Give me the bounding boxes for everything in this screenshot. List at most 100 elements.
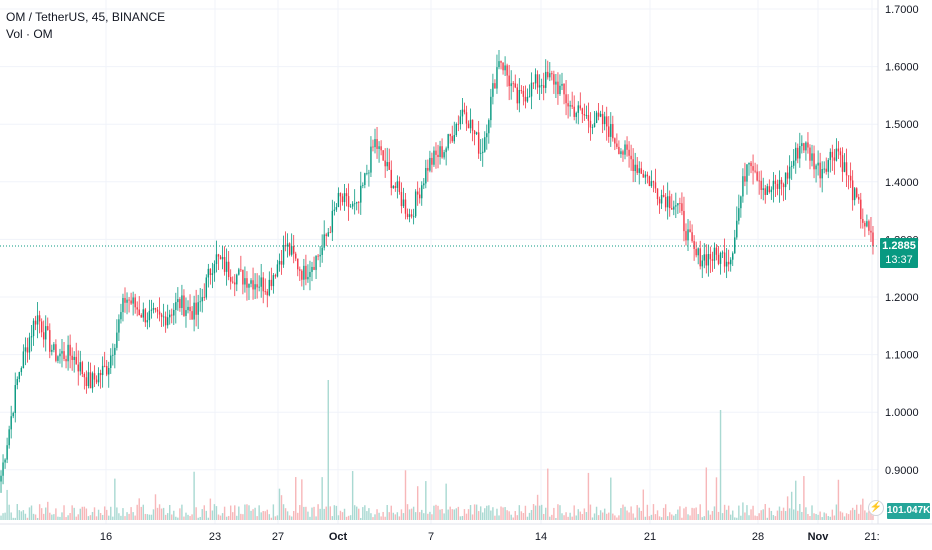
candle-body (508, 75, 510, 87)
candle-body (729, 259, 732, 265)
candle-body (89, 372, 92, 389)
volume-bar (61, 512, 63, 520)
candle-body (469, 119, 472, 129)
candle-body (447, 134, 449, 149)
candle-body (32, 320, 35, 337)
candle-body (130, 300, 132, 304)
candle-body (488, 120, 490, 134)
candle-body (335, 207, 338, 210)
volume-bar (746, 505, 748, 520)
volume-bar (122, 508, 124, 520)
candle-body (20, 368, 23, 373)
candle-body (648, 176, 651, 187)
candle-body (821, 169, 823, 179)
candle-body (518, 89, 521, 104)
volume-bar (593, 513, 596, 520)
volume-bar (437, 505, 439, 520)
candle-body (331, 210, 334, 233)
volume-bar (494, 515, 496, 520)
candle-body (2, 462, 4, 476)
volume-bar (382, 511, 384, 520)
candle-body (26, 347, 29, 353)
candle-body (683, 210, 685, 232)
volume-bar (807, 513, 809, 520)
volume-bar (227, 515, 230, 520)
volume-bar (526, 516, 529, 520)
volume-bar (197, 517, 199, 520)
candle-body (479, 152, 482, 154)
candle-body (742, 176, 744, 197)
candle-body (711, 259, 714, 261)
candle-body (835, 148, 838, 161)
candle-body (443, 152, 445, 158)
volume-bar (811, 505, 813, 520)
volume-bar (563, 515, 565, 520)
volume-bar (258, 505, 260, 520)
volume-bar (372, 517, 374, 520)
candle-body (717, 254, 720, 264)
time-tick-label: 27 (272, 531, 284, 543)
volume-bar (868, 510, 870, 520)
candle-body (555, 81, 557, 85)
candle-body (744, 176, 746, 182)
volume-bar (75, 516, 77, 520)
candle-body (75, 356, 77, 365)
volume-bar (229, 505, 232, 520)
volume-bar (559, 505, 561, 520)
candle-body (862, 219, 864, 223)
candle-body (610, 124, 612, 137)
symbol-title[interactable]: OM / TetherUS, 45, BINANCE (6, 10, 166, 24)
candle-body (486, 133, 488, 138)
volume-bar (47, 501, 49, 520)
volume-bar (362, 507, 364, 520)
price-tick-label: 1.5000 (885, 119, 919, 131)
volume-bar (301, 479, 303, 520)
volume-bar (532, 504, 535, 520)
candle-body (795, 147, 797, 161)
volume-bar (492, 507, 494, 520)
volume-bar (240, 513, 242, 520)
candle-body (364, 173, 366, 185)
candle-body (349, 206, 352, 208)
volume-bar (713, 506, 716, 520)
candle-body (719, 253, 722, 264)
volume-bar (288, 515, 291, 520)
volume-bar (465, 513, 468, 520)
volume-bar (187, 514, 189, 520)
lightning-icon[interactable]: ⚡ (868, 500, 884, 516)
volume-indicator-label[interactable]: Vol · OM (6, 27, 53, 41)
volume-bar (851, 507, 854, 520)
candle-body (307, 276, 309, 280)
candle-body (872, 232, 874, 247)
candle-body (646, 174, 649, 177)
volume-bar (28, 507, 31, 520)
volume-bar (150, 514, 153, 520)
volume-bar (36, 517, 39, 520)
volume-bar (325, 506, 327, 520)
candle-body (756, 171, 758, 181)
candle-body (45, 326, 47, 340)
volume-bar (648, 516, 651, 520)
volume-bar (408, 509, 411, 520)
candle-body (266, 291, 268, 296)
candle-body (593, 122, 596, 128)
volume-bar (729, 514, 732, 520)
candle-body (723, 252, 726, 267)
volume-bar (644, 516, 647, 520)
volume-bar (738, 505, 740, 520)
candle-body (813, 153, 815, 170)
candle-body (179, 299, 181, 309)
volume-bar (118, 513, 120, 520)
volume-bar (549, 516, 551, 520)
candle-body (618, 146, 620, 155)
candle-body (551, 73, 553, 75)
volume-bar (140, 506, 142, 520)
price-tick-label: 1.0000 (885, 407, 919, 419)
candle-body (236, 274, 238, 285)
volume-bar (221, 513, 224, 520)
candle-body (827, 160, 829, 172)
volume-bar (211, 510, 214, 520)
candle-body (736, 220, 738, 238)
volume-bar (268, 514, 271, 520)
